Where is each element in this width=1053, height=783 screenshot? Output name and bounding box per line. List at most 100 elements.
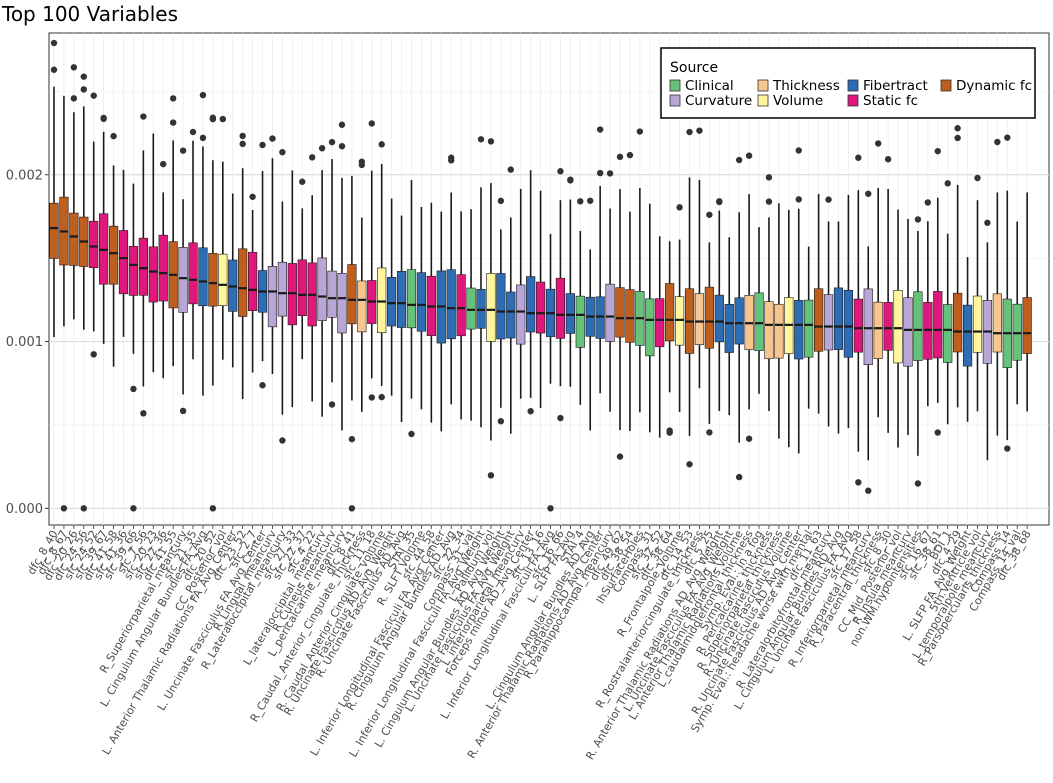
- box-90: [943, 180, 953, 425]
- box-17: [218, 115, 228, 360]
- outlier-point: [914, 480, 922, 487]
- outlier-point: [378, 141, 385, 148]
- box-9: [138, 113, 148, 417]
- box-series: [49, 39, 1032, 512]
- outlier-point: [795, 147, 802, 154]
- box-body: [396, 270, 407, 328]
- outlier-point: [358, 161, 366, 169]
- box-87: [913, 216, 923, 487]
- box-76: [804, 246, 814, 409]
- box-64: [684, 128, 695, 468]
- y-tick-label: 0.000: [6, 502, 43, 517]
- x-axis: dfc_8_40dfc_8_67dfc_20_26dfc_24_56sfc_24…: [25, 525, 1034, 762]
- box-body: [655, 298, 665, 348]
- box-50: [545, 233, 556, 512]
- outlier-point: [80, 73, 87, 80]
- box-79: [833, 221, 844, 434]
- outlier-point: [70, 95, 78, 102]
- box-body: [565, 293, 575, 334]
- box-24: [287, 170, 297, 408]
- outlier-point: [944, 180, 951, 187]
- box-84: [883, 156, 893, 433]
- legend-key: [847, 94, 859, 107]
- outlier-point: [90, 92, 97, 99]
- box-95: [992, 138, 1002, 436]
- box-4: [89, 92, 99, 358]
- outlier-point: [199, 91, 207, 99]
- outlier-point: [735, 473, 743, 481]
- box-70: [744, 152, 754, 442]
- outlier-point: [497, 197, 505, 205]
- box-body: [357, 280, 367, 333]
- outlier-point: [795, 196, 802, 203]
- outlier-point: [80, 86, 87, 93]
- box-25: [297, 178, 307, 360]
- outlier-point: [209, 114, 217, 121]
- outlier-point: [865, 190, 872, 197]
- outlier-point: [239, 132, 246, 140]
- outlier-point: [328, 138, 336, 146]
- outlier-point: [676, 204, 683, 211]
- outlier-point: [169, 95, 177, 102]
- box-body: [69, 212, 79, 266]
- outlier-point: [934, 147, 941, 155]
- box-body: [406, 269, 417, 329]
- outlier-point: [884, 156, 892, 163]
- box-33: [377, 141, 387, 401]
- legend-key: [757, 94, 769, 107]
- box-body: [158, 234, 168, 302]
- box-body: [108, 225, 119, 285]
- outlier-point: [606, 170, 614, 177]
- y-tick-label: 0.001: [6, 335, 43, 350]
- outlier-point: [308, 154, 316, 161]
- box-43: [476, 136, 486, 428]
- box-29: [337, 121, 347, 431]
- outlier-point: [855, 154, 862, 161]
- box-21: [257, 141, 268, 389]
- box-body: [804, 299, 814, 358]
- outlier-point: [487, 138, 495, 145]
- outlier-point: [100, 115, 107, 123]
- legend-label: Volume: [773, 93, 823, 109]
- box-body: [317, 257, 327, 321]
- outlier-point: [914, 216, 922, 223]
- outlier-point: [745, 435, 753, 442]
- box-85: [893, 209, 903, 448]
- outlier-point: [1004, 445, 1011, 452]
- outlier-point: [90, 351, 97, 358]
- box-body: [496, 273, 506, 340]
- box-5: [99, 114, 109, 344]
- box-49: [535, 190, 546, 408]
- box-6: [108, 132, 119, 367]
- box-body: [466, 287, 476, 330]
- box-body: [198, 247, 208, 307]
- box-body: [943, 304, 953, 363]
- box-body: [208, 253, 218, 307]
- box-3: [79, 73, 89, 512]
- outlier-point: [765, 198, 773, 205]
- box-14: [188, 128, 198, 360]
- box-60: [645, 203, 655, 433]
- outlier-point: [318, 145, 326, 152]
- outlier-point: [686, 128, 693, 136]
- box-body: [814, 288, 824, 352]
- outlier-point: [825, 196, 832, 203]
- box-72: [764, 174, 774, 412]
- legend-key: [669, 79, 681, 92]
- legend-key: [669, 94, 681, 107]
- box-51: [555, 168, 566, 422]
- box-54: [585, 197, 595, 431]
- box-1: [59, 95, 69, 512]
- outlier-point: [984, 219, 991, 226]
- box-body: [625, 289, 635, 343]
- outlier-point: [328, 401, 336, 408]
- outlier-point: [735, 156, 743, 164]
- box-body: [1022, 297, 1032, 354]
- outlier-point: [497, 418, 505, 425]
- box-88: [923, 199, 933, 407]
- outlier-point: [160, 160, 167, 168]
- box-body: [456, 274, 466, 337]
- box-body: [754, 292, 764, 351]
- box-11: [158, 160, 168, 379]
